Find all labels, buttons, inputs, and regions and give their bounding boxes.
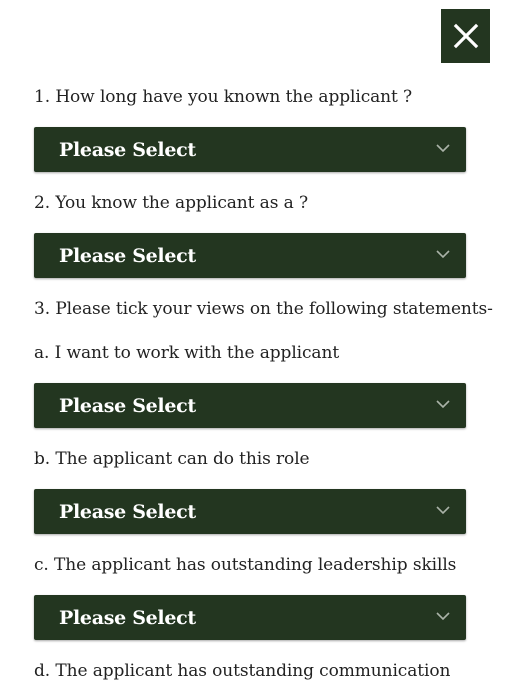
chevron-down-icon	[436, 506, 450, 515]
question-relationship-label: 2. You know the applicant as a ?	[34, 193, 308, 213]
question-statements-label: 3. Please tick your views on the followi…	[34, 299, 493, 319]
chevron-down-icon	[436, 144, 450, 153]
select-value: Please Select	[59, 139, 196, 161]
select-value: Please Select	[59, 607, 196, 629]
chevron-down-icon	[436, 250, 450, 259]
select-value: Please Select	[59, 245, 196, 267]
statement-d-label: d. The applicant has outstanding communi…	[34, 661, 451, 681]
close-x-icon	[453, 23, 478, 49]
close-button[interactable]	[441, 9, 490, 63]
statement-c-label: c. The applicant has outstanding leaders…	[34, 555, 457, 575]
question-duration-label: 1. How long have you known the applicant…	[34, 87, 413, 107]
relationship-select[interactable]: Please Select	[34, 233, 466, 278]
select-value: Please Select	[59, 395, 196, 417]
duration-select[interactable]: Please Select	[34, 127, 466, 172]
chevron-down-icon	[436, 612, 450, 621]
chevron-down-icon	[436, 400, 450, 409]
statement-b-select[interactable]: Please Select	[34, 489, 466, 534]
statement-a-label: a. I want to work with the applicant	[34, 343, 340, 363]
statement-b-label: b. The applicant can do this role	[34, 449, 310, 469]
select-value: Please Select	[59, 501, 196, 523]
statement-a-select[interactable]: Please Select	[34, 383, 466, 428]
statement-c-select[interactable]: Please Select	[34, 595, 466, 640]
